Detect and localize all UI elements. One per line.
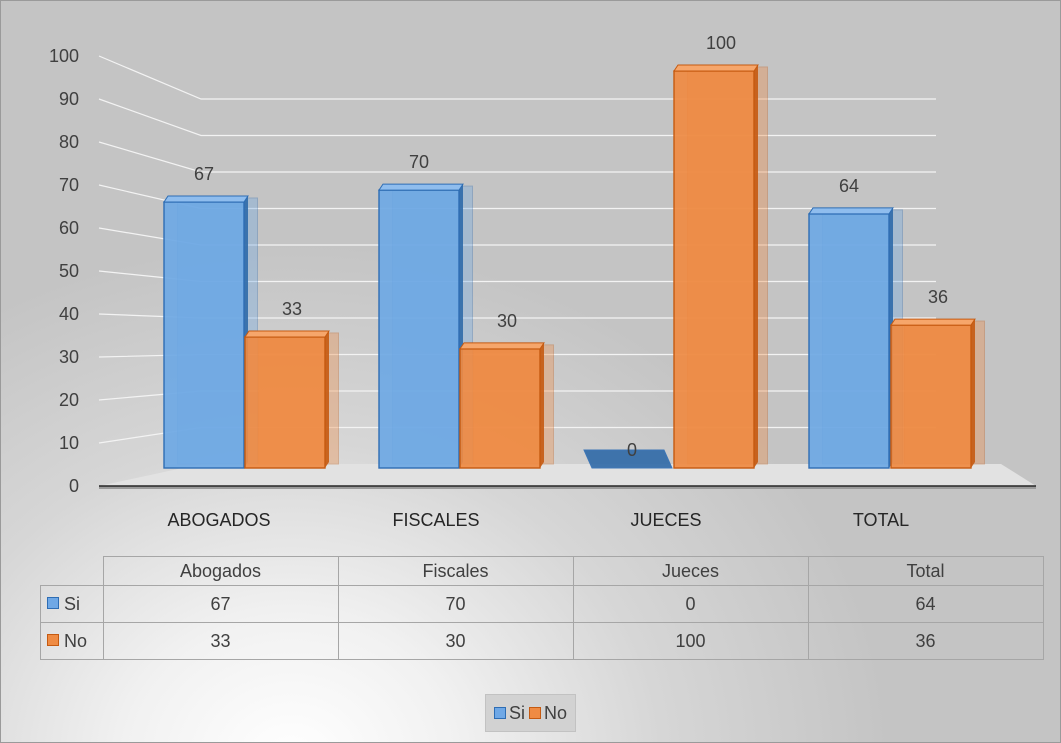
table-row-label: No [64, 630, 88, 651]
y-tick-label: 40 [59, 304, 79, 324]
si-swatch-icon [494, 707, 506, 719]
data-label: 36 [928, 287, 948, 307]
no-swatch-icon [529, 707, 542, 719]
bar-no [459, 348, 541, 469]
bar-side-face [540, 342, 544, 468]
table-row: Si 67 70 0 64 [40, 585, 1044, 623]
table-row-header: No [40, 622, 104, 660]
bar-top-face [673, 64, 759, 72]
legend-label: No [544, 702, 568, 723]
bar-si [808, 213, 890, 469]
data-label: 70 [409, 152, 429, 172]
data-label: 64 [839, 176, 859, 196]
x-tick-label: FISCALES [392, 510, 479, 530]
table-cell: 100 [572, 622, 809, 660]
table-cell: 70 [337, 585, 574, 623]
data-label: 0 [627, 440, 637, 460]
bar-side-face [325, 330, 329, 468]
table-cell: 36 [807, 622, 1044, 660]
bar-si [378, 189, 460, 469]
bar-top-face [378, 183, 464, 191]
data-label: 100 [706, 33, 736, 53]
si-swatch-icon [47, 596, 59, 609]
legend-label: Si [509, 702, 526, 723]
gridline [98, 141, 936, 173]
table-row-label: Si [64, 593, 81, 614]
data-label: 67 [194, 164, 214, 184]
y-tick-label: 70 [59, 175, 79, 195]
bar-top-face [459, 342, 545, 350]
bar-no [890, 324, 972, 469]
x-tick-label: ABOGADOS [167, 510, 270, 530]
table-cell: 0 [572, 585, 809, 623]
bar-side-face [971, 319, 975, 468]
bar-no [673, 70, 755, 469]
y-tick-label: 90 [59, 89, 79, 109]
legend-item-no: No [529, 703, 567, 724]
y-tick-label: 30 [59, 347, 79, 367]
y-tick-label: 50 [59, 261, 79, 281]
legend: Si No [485, 694, 577, 732]
bar-top-face [890, 318, 976, 326]
data-table: Abogados Fiscales Jueces Total Si 67 70 … [40, 556, 1044, 660]
data-label: 30 [497, 311, 517, 331]
table-header-row: Abogados Fiscales Jueces Total [40, 556, 1044, 586]
gridline [98, 98, 936, 137]
x-tick-label: JUECES [630, 510, 701, 530]
table-cell: 67 [102, 585, 339, 623]
y-tick-label: 100 [49, 46, 79, 66]
bar-si [163, 201, 245, 469]
y-tick-label: 60 [59, 218, 79, 238]
legend-item-si: Si [494, 703, 525, 724]
table-cell: 33 [102, 622, 339, 660]
table-cell: 30 [337, 622, 574, 660]
gridline [98, 55, 936, 100]
bar-side-face [754, 65, 758, 468]
bar-no [244, 336, 326, 469]
y-tick-label: 0 [69, 476, 79, 496]
table-cell: 64 [807, 585, 1044, 623]
y-tick-label: 10 [59, 433, 79, 453]
table-corner-cell [40, 556, 104, 586]
data-label: 33 [282, 299, 302, 319]
bar-top-face [808, 207, 894, 215]
table-row-header: Si [40, 585, 104, 623]
plot-area: 0 10 20 30 40 50 60 70 80 90 100 ABOGADOS FISCALES JU… [49, 33, 1036, 530]
bar-top-face [244, 330, 330, 338]
table-row: No 33 30 100 36 [40, 622, 1044, 660]
table-header-cell: Total [807, 556, 1044, 586]
bar-si [583, 449, 673, 469]
floor [99, 464, 1036, 486]
table-header-cell: Jueces [572, 556, 809, 586]
table-header-cell: Abogados [102, 556, 339, 586]
x-tick-label: TOTAL [853, 510, 909, 530]
bar-top-face [163, 195, 249, 203]
table-header-cell: Fiscales [337, 556, 574, 586]
y-tick-label: 80 [59, 132, 79, 152]
y-tick-label: 20 [59, 390, 79, 410]
no-swatch-icon [47, 633, 59, 646]
